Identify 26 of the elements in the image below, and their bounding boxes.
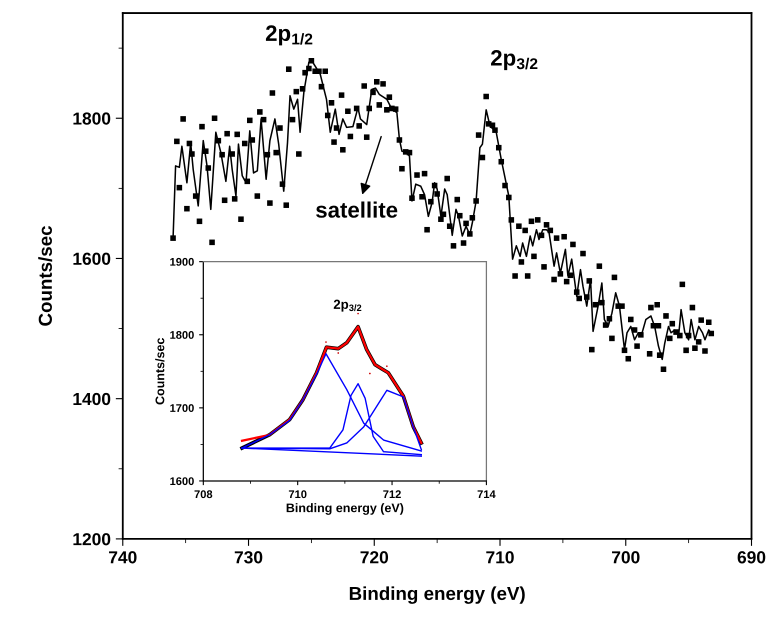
annotation: 2p$_{3/2}$	[334, 300, 362, 312]
x-tick-label: 710	[288, 490, 306, 498]
x-tick-label: 690	[738, 551, 766, 564]
x-tick-label: 708	[194, 490, 212, 498]
x-tick-label: 720	[360, 551, 388, 564]
y-tick-label: 1400	[73, 392, 110, 406]
y-axis-title: Counts/sec	[38, 226, 52, 326]
y-tick-label: 1800	[73, 112, 110, 125]
y-tick-label: 1900	[170, 258, 194, 266]
y-tick-label: 1800	[170, 331, 194, 339]
x-tick-label: 710	[486, 551, 514, 564]
y-tick-label: 1700	[170, 404, 194, 412]
x-tick-label: 712	[383, 490, 401, 498]
y-axis-title: Counts/sec	[155, 338, 164, 404]
annotation: satellite	[316, 201, 398, 218]
x-axis-title: Binding energy (eV)	[286, 503, 404, 515]
x-axis-title: Binding energy (eV)	[350, 586, 525, 604]
x-tick-label: 740	[109, 551, 137, 564]
annotation: 2p$_{1/2}$	[266, 25, 312, 46]
y-tick-label: 1600	[73, 252, 110, 265]
x-tick-label: 730	[234, 551, 262, 564]
y-tick-label: 1200	[73, 533, 110, 546]
x-tick-label: 714	[478, 490, 496, 498]
x-tick-label: 700	[612, 551, 640, 564]
y-tick-label: 1600	[170, 477, 194, 486]
annotation: 2p$_{3/2}$	[491, 50, 538, 70]
